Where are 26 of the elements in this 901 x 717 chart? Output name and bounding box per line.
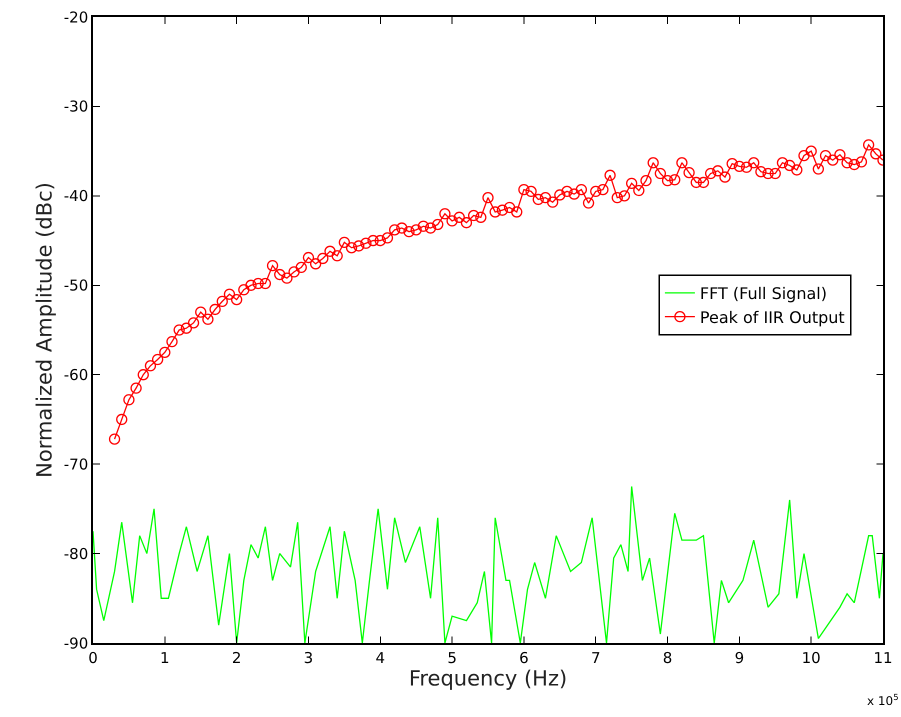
y-tick-label: -30	[64, 98, 88, 116]
x-tick-label: 1	[160, 648, 170, 667]
y-tick-label: -20	[64, 8, 88, 26]
y-tick-label: -60	[64, 366, 88, 384]
y-tick-label: -70	[64, 455, 88, 474]
x-tick-label: 7	[590, 648, 601, 667]
text: x 10$^{5}$	[867, 692, 899, 708]
x-axis-title: Frequency (Hz)	[408, 666, 568, 691]
y-tick-label: -80	[64, 544, 88, 563]
x-tick-label: 10	[802, 648, 821, 667]
line-series	[93, 486, 883, 643]
y-tick-label: -90	[64, 634, 88, 652]
x-tick-label: 9	[734, 648, 744, 667]
y-tick-label: -50	[64, 276, 88, 295]
x-tick-label: 0	[88, 648, 98, 667]
y-tick-label: -40	[64, 187, 88, 206]
x-tick-label: 11	[873, 648, 893, 667]
x-tick-label: 3	[304, 648, 314, 667]
x-tick-label: 6	[519, 648, 529, 667]
y-axis-title: Normalized Amplitude (dBc)	[32, 182, 56, 478]
x-tick-label: 4	[375, 648, 386, 667]
x-tick-label: 2	[232, 648, 242, 667]
legend-label: Peak of IIR Output	[700, 308, 845, 327]
x-tick-label: 8	[662, 648, 672, 667]
x-tick-label: 5	[447, 648, 457, 667]
legend-label: FFT (Full Signal)	[700, 284, 827, 304]
